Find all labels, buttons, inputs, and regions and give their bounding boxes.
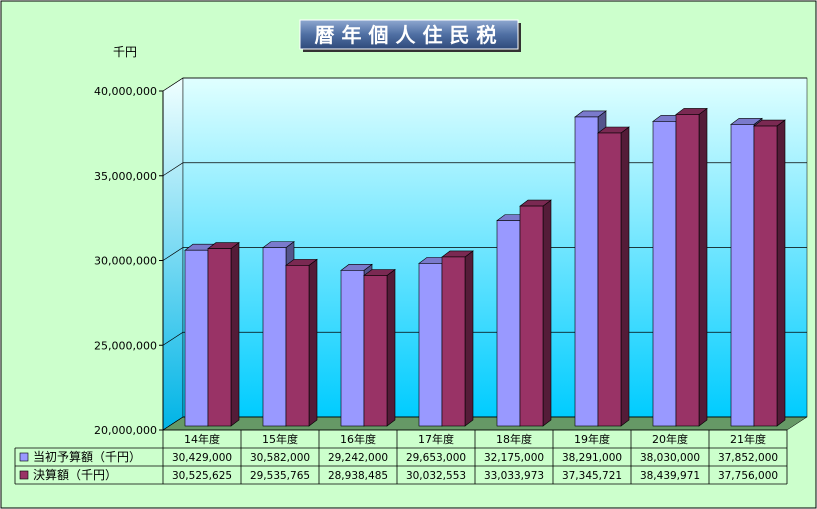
category-label: 20年度: [652, 432, 688, 446]
bar-front: [207, 248, 232, 427]
bar-side: [308, 258, 318, 427]
category-label: 15年度: [262, 432, 298, 446]
bar-side: [386, 268, 396, 427]
bar-side: [230, 241, 240, 427]
y-axis-label: 千円: [113, 45, 137, 59]
chart-title: 暦年個人住民税: [299, 19, 521, 52]
bar-front: [363, 275, 388, 427]
plot-area: [162, 77, 808, 431]
bar-front: [285, 265, 310, 427]
data-label: 29,242,000: [328, 452, 388, 464]
category-label: 18年度: [496, 432, 532, 446]
data-label: 30,582,000: [250, 452, 310, 464]
y-tick-label: 35,000,000: [94, 170, 157, 183]
bar-front: [184, 249, 209, 427]
bar-settlement: [363, 268, 396, 427]
bar-side: [464, 250, 474, 427]
bar-settlement: [753, 119, 786, 427]
y-tick-label: 25,000,000: [94, 339, 157, 352]
bar-front: [418, 263, 443, 427]
data-label: 30,429,000: [172, 452, 232, 464]
bar-front: [675, 114, 700, 427]
bar-side: [698, 107, 708, 427]
data-table: 14年度 15年度 16年度 17年度 18年度 19年度 20年度 21年度当初予算額（千円…: [14, 429, 788, 485]
data-label: 32,175,000: [484, 452, 544, 464]
y-tick-label: 20,000,000: [94, 424, 157, 437]
y-tick-label: 30,000,000: [94, 255, 157, 268]
data-label: 30,525,625: [172, 470, 232, 482]
y-tick-label: 40,000,000: [94, 85, 157, 98]
bar-front: [753, 125, 778, 427]
floor: [162, 416, 808, 431]
grid-line: [162, 77, 807, 92]
legend-swatch: [19, 470, 29, 480]
bar-settlement: [675, 107, 708, 427]
y-axis: 20,000,000 25,000,000 30,000,000 35,000,000…: [94, 85, 164, 437]
bar-settlement: [519, 199, 552, 427]
bar-side: [776, 119, 786, 427]
bar-front: [574, 116, 599, 427]
bar-settlement: [441, 250, 474, 427]
bar-front: [441, 256, 466, 427]
data-label: 38,439,971: [640, 470, 700, 482]
bar-front: [652, 121, 677, 427]
category-label: 19年度: [574, 432, 610, 446]
data-label: 38,291,000: [562, 452, 622, 464]
bar-front: [262, 247, 287, 427]
legend-label: 決算額（千円）: [33, 467, 117, 482]
data-label: 28,938,485: [328, 470, 388, 482]
data-label: 37,852,000: [718, 452, 778, 464]
data-label: 30,032,553: [406, 470, 466, 482]
data-label: 37,345,721: [562, 470, 622, 482]
category-label: 16年度: [340, 432, 376, 446]
bar-settlement: [597, 126, 630, 427]
data-label: 29,653,000: [406, 452, 466, 464]
bars: [184, 107, 786, 427]
title-text: 暦年個人住民税: [315, 23, 504, 47]
legend-swatch: [19, 452, 29, 462]
bar-front: [730, 124, 755, 427]
title-box: [299, 19, 519, 50]
bar-side: [542, 199, 552, 427]
bar-settlement: [207, 241, 240, 427]
data-label: 37,756,000: [718, 470, 778, 482]
data-label: 29,535,765: [250, 470, 310, 482]
bar-front: [519, 205, 544, 427]
bar-front: [340, 270, 365, 427]
bar-front: [597, 132, 622, 427]
category-label: 17年度: [418, 432, 454, 446]
category-label: 14年度: [184, 432, 220, 446]
bar-front: [496, 220, 521, 427]
legend-label: 当初予算額（千円）: [33, 449, 141, 464]
data-label: 33,033,973: [484, 470, 544, 482]
bar-side: [620, 126, 630, 427]
data-label: 38,030,000: [640, 452, 700, 464]
bar-settlement: [285, 258, 318, 427]
category-label: 21年度: [730, 432, 766, 446]
